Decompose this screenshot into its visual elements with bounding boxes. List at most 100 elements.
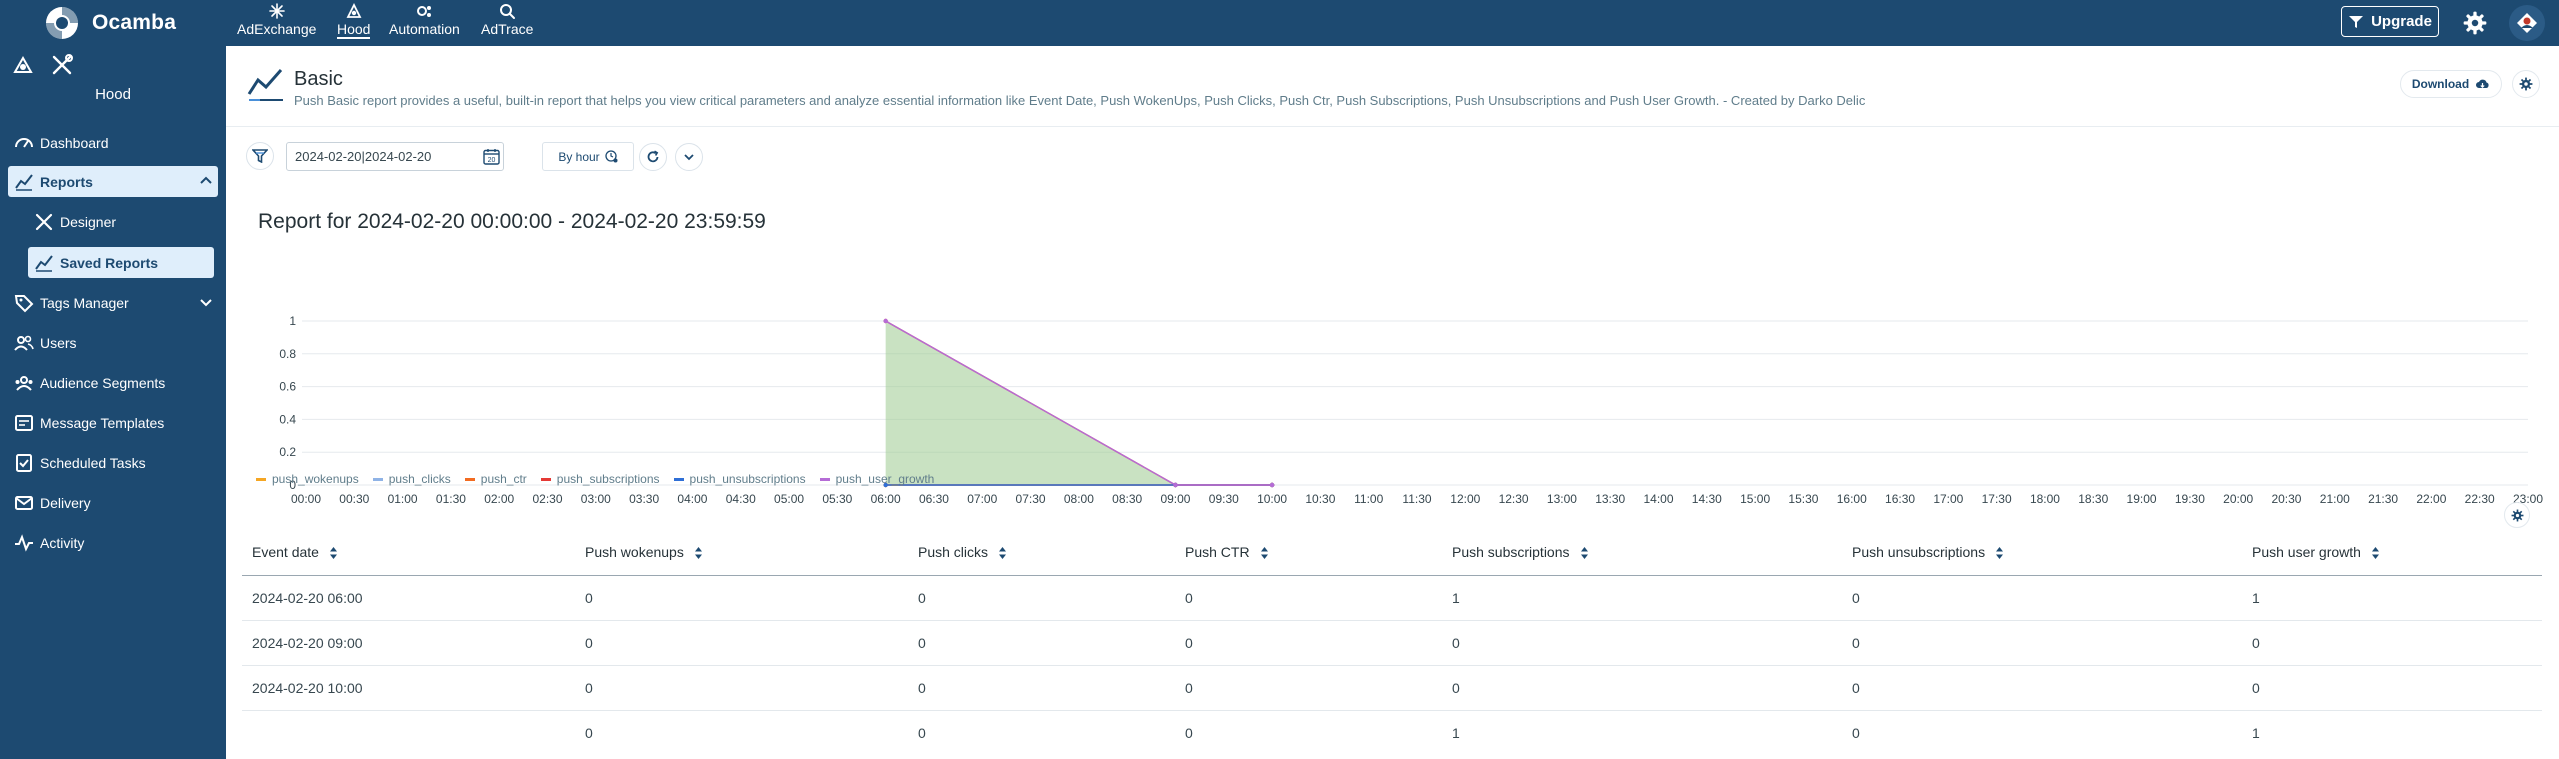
column-header-push-ctr[interactable]: Push CTR: [1175, 529, 1442, 576]
user-avatar[interactable]: [2509, 5, 2545, 41]
x-tick-label: 18:00: [2030, 492, 2060, 506]
sidebar-item-scheduled-tasks[interactable]: Scheduled Tasks: [8, 447, 218, 478]
upgrade-button[interactable]: Upgrade: [2341, 6, 2439, 37]
column-header-push-subscriptions[interactable]: Push subscriptions: [1442, 529, 1842, 576]
download-button[interactable]: Download: [2400, 70, 2502, 98]
column-label: Push wokenups: [585, 543, 684, 560]
table-cell: 0: [1442, 665, 1842, 711]
column-header-push-user-growth[interactable]: Push user growth: [2242, 529, 2542, 576]
legend-swatch: [464, 477, 475, 481]
series-area-push-subscriptions: [885, 321, 1273, 485]
sidebar-item-activity[interactable]: Activity: [8, 527, 218, 558]
group-by-select[interactable]: By hour: [542, 142, 634, 171]
legend-item[interactable]: push_subscriptions: [540, 472, 660, 486]
sort-icon[interactable]: [329, 546, 338, 560]
y-tick-label: 0.4: [279, 412, 296, 426]
sort-icon[interactable]: [2371, 546, 2380, 560]
x-tick-label: 08:30: [1112, 492, 1142, 506]
x-tick-label: 16:30: [1885, 492, 1915, 506]
hood-icon[interactable]: [12, 54, 34, 76]
data-point: [1173, 482, 1178, 488]
saved-reports-icon: [35, 254, 53, 272]
filter-button[interactable]: [246, 142, 274, 170]
sidebar-item-label: Audience Segments: [40, 374, 166, 391]
sort-icon[interactable]: [1580, 546, 1589, 560]
chevron-down-icon: [200, 299, 212, 307]
nav-automation[interactable]: Automation: [389, 2, 460, 37]
sidebar-item-label: Saved Reports: [60, 254, 159, 271]
search-icon: [500, 4, 516, 19]
table-cell: [242, 709, 575, 755]
calendar-icon[interactable]: 20: [483, 148, 500, 165]
table-cell: 1: [1442, 575, 1842, 621]
x-tick-label: 22:00: [2416, 492, 2446, 506]
sidebar-header: Hood: [0, 46, 226, 108]
sidebar-item-designer[interactable]: Designer: [28, 206, 214, 237]
table-cell: 0: [575, 665, 908, 711]
table-totals-row: 0 0 0 1 0 1: [242, 709, 2542, 755]
table-cell: 1: [2242, 575, 2542, 621]
nav-adexchange[interactable]: AdExchange: [237, 2, 316, 37]
sidebar-item-tags-manager[interactable]: Tags Manager: [8, 287, 218, 318]
legend-item[interactable]: push_user_growth: [819, 472, 934, 486]
column-label: Push clicks: [918, 543, 989, 560]
date-range-value: 2024-02-20|2024-02-20: [295, 149, 432, 164]
column-label: Push unsubscriptions: [1852, 543, 1986, 560]
sort-icon[interactable]: [694, 546, 703, 560]
sort-icon[interactable]: [998, 546, 1007, 560]
x-tick-label: 06:00: [871, 492, 901, 506]
report-settings-button[interactable]: [2512, 70, 2540, 98]
x-tick-label: 16:00: [1837, 492, 1867, 506]
legend-label: push_ctr: [480, 472, 527, 486]
brand[interactable]: Ocamba: [44, 5, 176, 41]
x-tick-label: 15:30: [1788, 492, 1818, 506]
clock-settings-icon: [605, 150, 618, 163]
sidebar-item-saved-reports[interactable]: Saved Reports: [28, 247, 214, 278]
x-tick-label: 19:30: [2175, 492, 2205, 506]
y-tick-label: 0.8: [279, 347, 296, 361]
nav-adtrace[interactable]: AdTrace: [481, 2, 533, 37]
table-cell: 0: [1842, 665, 2242, 711]
legend-item[interactable]: push_ctr: [464, 472, 527, 486]
expand-options-button[interactable]: [675, 143, 703, 171]
sidebar-item-users[interactable]: Users: [8, 327, 218, 358]
nav-label: Hood: [337, 21, 371, 39]
sidebar-item-dashboard[interactable]: Dashboard: [8, 127, 218, 158]
sort-icon[interactable]: [1260, 546, 1269, 560]
date-range-input[interactable]: 2024-02-20|2024-02-20 20: [286, 142, 504, 171]
reports-icon: [15, 173, 33, 191]
tools-icon[interactable]: [50, 53, 74, 77]
sidebar-item-reports[interactable]: Reports: [8, 166, 218, 197]
table-cell: 0: [908, 709, 1175, 755]
table-cell: 2024-02-20 09:00: [242, 620, 575, 666]
column-header-push-clicks[interactable]: Push clicks: [908, 529, 1175, 576]
legend-item[interactable]: push_clicks: [372, 472, 451, 486]
filter-icon: [252, 149, 268, 163]
legend-item[interactable]: push_wokenups: [256, 472, 359, 486]
table-cell: 0: [1842, 620, 2242, 666]
sidebar-item-audience-segments[interactable]: Audience Segments: [8, 367, 218, 398]
column-header-event-date[interactable]: Event date: [242, 529, 575, 576]
sidebar-item-delivery[interactable]: Delivery: [8, 487, 218, 518]
table-settings-button[interactable]: [2504, 502, 2530, 528]
users-icon: [14, 335, 34, 351]
tags-icon: [14, 294, 34, 312]
refresh-button[interactable]: [639, 143, 667, 171]
nav-hood[interactable]: Hood: [337, 2, 371, 39]
legend-item[interactable]: push_unsubscriptions: [673, 472, 806, 486]
hood-icon: [346, 2, 362, 18]
sidebar-title: Hood: [95, 86, 131, 103]
column-header-push-wokenups[interactable]: Push wokenups: [575, 529, 908, 576]
column-header-push-unsubscriptions[interactable]: Push unsubscriptions: [1842, 529, 2242, 576]
legend-swatch: [372, 477, 383, 481]
table-cell: 0: [1842, 575, 2242, 621]
sort-icon[interactable]: [1995, 546, 2004, 560]
sidebar-item-message-templates[interactable]: Message Templates: [8, 407, 218, 438]
legend-label: push_subscriptions: [556, 472, 660, 486]
table-cell: 0: [908, 665, 1175, 711]
sidebar-item-label: Designer: [60, 213, 117, 230]
settings-gear-icon[interactable]: [2462, 10, 2488, 36]
data-point: [883, 482, 888, 488]
table-cell: 0: [1175, 575, 1442, 621]
main-content: Basic Push Basic report provides a usefu…: [226, 46, 2559, 759]
